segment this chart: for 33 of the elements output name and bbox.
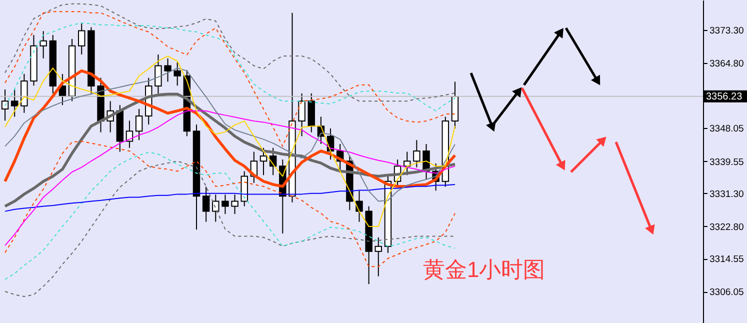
y-tick-label: 3373.30 <box>710 25 744 36</box>
candlestick <box>356 190 363 222</box>
candlestick <box>212 194 220 222</box>
candlestick <box>174 62 181 86</box>
candlestick <box>40 30 47 59</box>
annotation: 黄金1小时图 <box>423 257 546 282</box>
line-series <box>4 110 456 246</box>
y-tick-label: 3348.05 <box>710 124 744 135</box>
candlestick <box>222 194 229 215</box>
candlestick <box>1 89 9 122</box>
y-tick-label: 3339.55 <box>710 156 744 168</box>
candlestick <box>126 120 134 148</box>
candlestick <box>164 58 172 82</box>
line-series <box>4 3 456 102</box>
candlestick <box>231 194 238 215</box>
candlestick <box>374 236 382 277</box>
line-series <box>4 56 456 227</box>
candlestick <box>298 92 306 137</box>
candlestick <box>260 147 268 176</box>
candlestick <box>78 22 86 55</box>
y-tick-label: 3331.30 <box>710 188 744 200</box>
candlestick <box>413 140 420 168</box>
candlestick <box>135 108 143 141</box>
line-series <box>4 184 456 212</box>
line-series <box>4 92 456 208</box>
candlestick <box>154 54 162 94</box>
ref-line-label: 3356.23 <box>706 91 743 102</box>
candlestick <box>202 186 210 222</box>
y-tick-label: 3364.80 <box>710 58 744 70</box>
y-tick-label: 3322.80 <box>710 222 744 233</box>
y-tick-label: 3314.55 <box>710 254 744 266</box>
candlestick <box>10 89 18 118</box>
y-tick-label: 3306.05 <box>710 287 744 298</box>
